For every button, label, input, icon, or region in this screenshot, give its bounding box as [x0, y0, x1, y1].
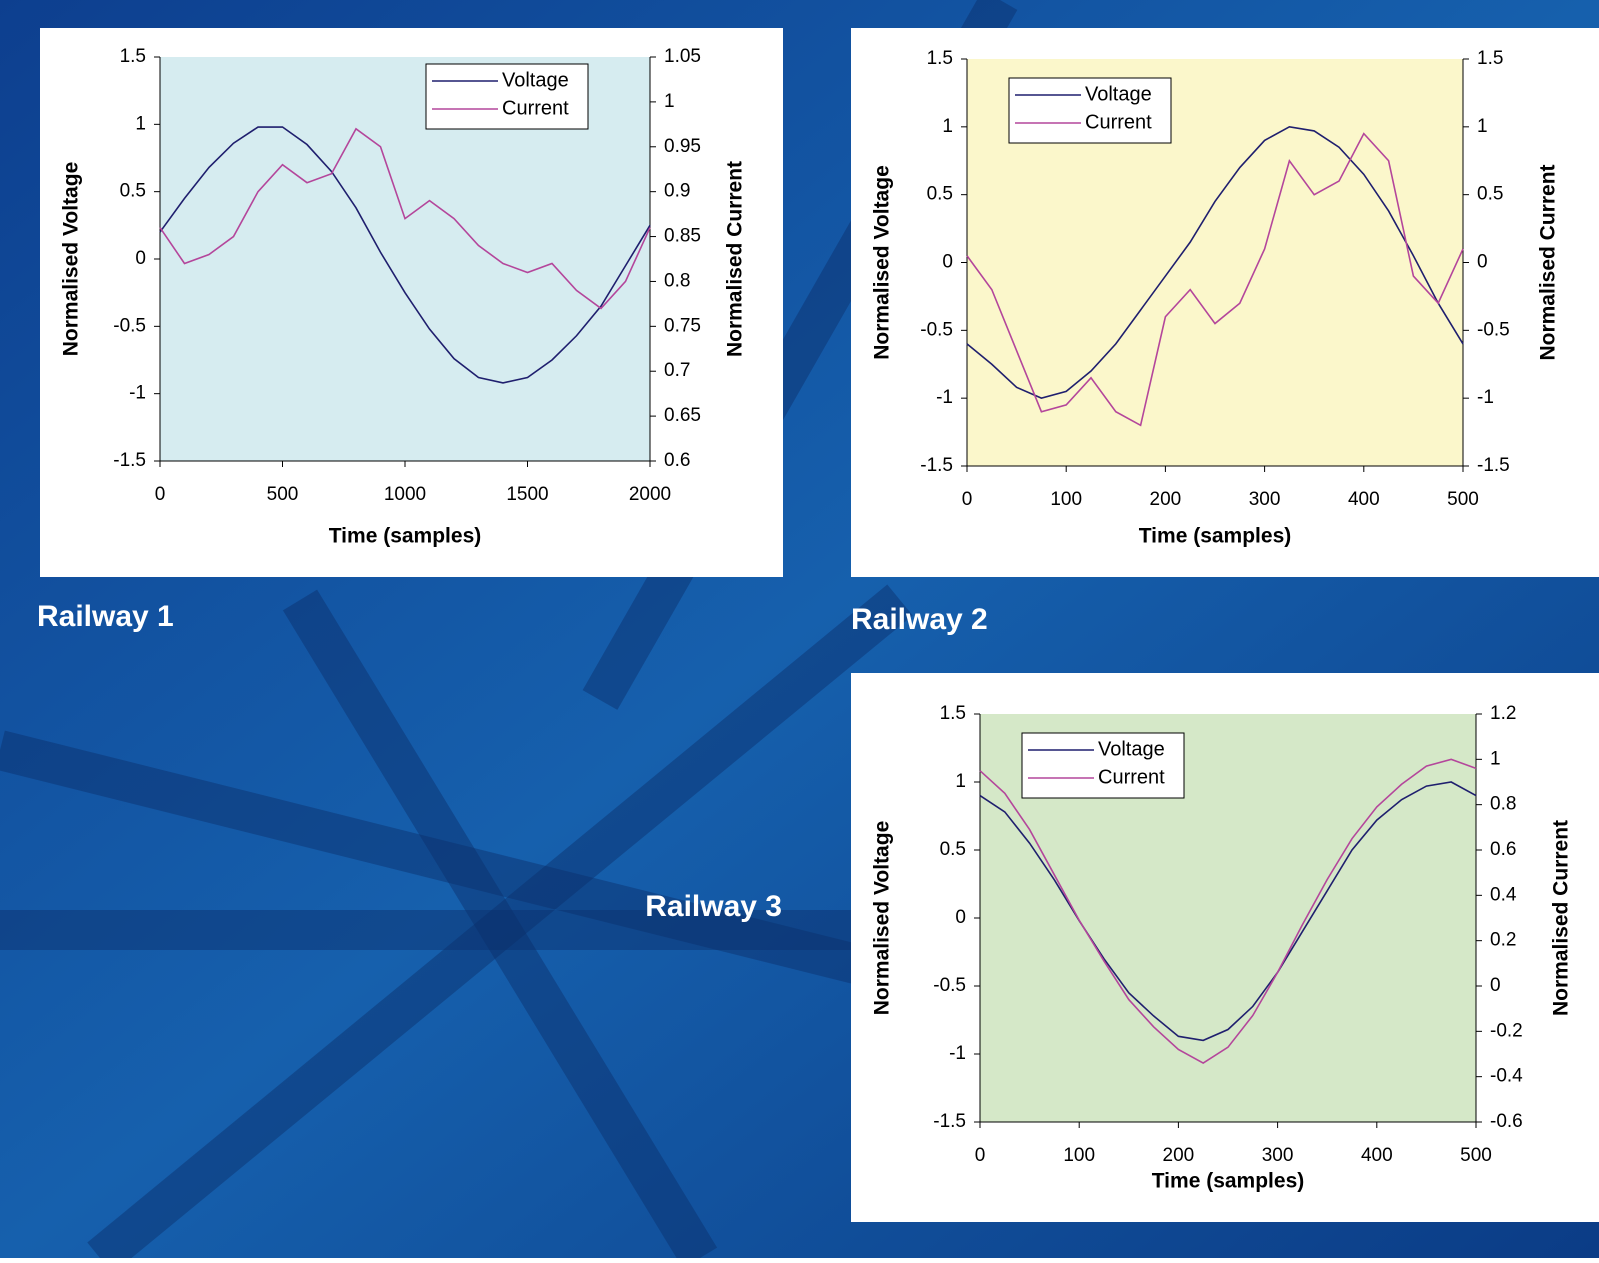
legend-label: Current [1085, 111, 1152, 133]
x-tick-label: 100 [1050, 489, 1082, 510]
x-tick-label: 0 [975, 1145, 986, 1166]
y-axis-title: Normalised Voltage [871, 821, 894, 1016]
y2-tick-label: 0.75 [664, 315, 701, 336]
chart-caption: Railway 3 [645, 890, 782, 923]
y2-tick-label: -1 [1477, 387, 1494, 408]
y2-tick-label: 1.2 [1490, 703, 1516, 724]
y2-tick-label: 0.6 [1490, 839, 1516, 860]
y-tick-label: 1.5 [927, 48, 953, 69]
y2-tick-label: 0.8 [664, 270, 690, 291]
y-tick-label: -1 [949, 1043, 966, 1064]
y2-tick-label: 1 [1490, 748, 1501, 769]
y2-tick-label: 0.9 [664, 181, 690, 202]
x-tick-label: 1500 [506, 484, 548, 505]
y2-tick-label: -0.4 [1490, 1066, 1523, 1087]
y2-tick-label: 0.4 [1490, 884, 1517, 905]
x-tick-label: 200 [1163, 1145, 1195, 1166]
x-axis-title: Time (samples) [1152, 1170, 1305, 1193]
x-tick-label: 2000 [629, 484, 671, 505]
y2-axis-title: Normalised Current [1550, 820, 1573, 1016]
y-tick-label: -1 [936, 387, 953, 408]
y-tick-label: -0.5 [920, 319, 953, 340]
x-tick-label: 100 [1063, 1145, 1095, 1166]
y2-tick-label: 0.85 [664, 226, 701, 247]
y2-tick-label: 1.5 [1477, 48, 1503, 69]
page: -1.5-1-0.500.511.50.60.650.70.750.80.850… [0, 0, 1599, 1263]
y2-tick-label: -1.5 [1477, 455, 1510, 476]
x-tick-label: 400 [1348, 489, 1380, 510]
x-tick-label: 1000 [384, 484, 426, 505]
y-tick-label: -1.5 [920, 455, 953, 476]
y-axis-title: Normalised Voltage [60, 162, 83, 357]
y-tick-label: 0.5 [120, 181, 146, 202]
y2-tick-label: 1 [664, 91, 675, 112]
y-tick-label: 0.5 [927, 184, 953, 205]
y2-tick-label: 0.6 [664, 450, 690, 471]
y-tick-label: -1 [129, 383, 146, 404]
x-axis-title: Time (samples) [1139, 525, 1292, 548]
y2-tick-label: 0.5 [1477, 184, 1503, 205]
y-tick-label: -1.5 [113, 450, 146, 471]
y-tick-label: 1.5 [940, 703, 966, 724]
y2-tick-label: 0.65 [664, 405, 701, 426]
y-tick-label: -0.5 [113, 315, 146, 336]
y-tick-label: 0 [942, 252, 953, 273]
y-tick-label: 0 [135, 248, 146, 269]
y-tick-label: 1 [135, 113, 146, 134]
x-tick-label: 500 [1460, 1145, 1492, 1166]
y-tick-label: -0.5 [933, 975, 966, 996]
y2-tick-label: 0.7 [664, 360, 690, 381]
legend-label: Voltage [1098, 738, 1165, 760]
x-tick-label: 0 [962, 489, 973, 510]
y-tick-label: 1.5 [120, 46, 146, 67]
y2-tick-label: 0 [1490, 975, 1501, 996]
y2-tick-label: -0.2 [1490, 1020, 1523, 1041]
y2-tick-label: -0.6 [1490, 1111, 1523, 1132]
y-tick-label: 0.5 [940, 839, 966, 860]
y-tick-label: -1.5 [933, 1111, 966, 1132]
x-tick-label: 300 [1249, 489, 1281, 510]
y2-axis-title: Normalised Current [724, 161, 747, 357]
page-canvas: -1.5-1-0.500.511.50.60.650.70.750.80.850… [0, 0, 1599, 1258]
legend-label: Voltage [1085, 83, 1152, 105]
y2-tick-label: 1 [1477, 116, 1488, 137]
legend-label: Current [502, 97, 569, 119]
y-tick-label: 1 [942, 116, 953, 137]
y2-tick-label: 0.8 [1490, 794, 1516, 815]
y2-tick-label: 0 [1477, 252, 1488, 273]
legend-label: Voltage [502, 69, 569, 91]
y2-tick-label: 0.95 [664, 136, 701, 157]
y2-axis-title: Normalised Current [1537, 164, 1560, 360]
y2-tick-label: 1.05 [664, 46, 701, 67]
y-axis-title: Normalised Voltage [871, 165, 894, 360]
y-tick-label: 1 [955, 771, 966, 792]
y-tick-label: 0 [955, 907, 966, 928]
x-tick-label: 400 [1361, 1145, 1393, 1166]
chart-caption: Railway 1 [37, 600, 174, 633]
x-tick-label: 300 [1262, 1145, 1294, 1166]
x-tick-label: 500 [267, 484, 299, 505]
chart-caption: Railway 2 [851, 603, 988, 636]
x-tick-label: 500 [1447, 489, 1479, 510]
x-tick-label: 0 [155, 484, 166, 505]
y2-tick-label: -0.5 [1477, 319, 1510, 340]
y2-tick-label: 0.2 [1490, 930, 1516, 951]
legend-label: Current [1098, 766, 1165, 788]
x-axis-title: Time (samples) [329, 525, 482, 548]
x-tick-label: 200 [1150, 489, 1182, 510]
